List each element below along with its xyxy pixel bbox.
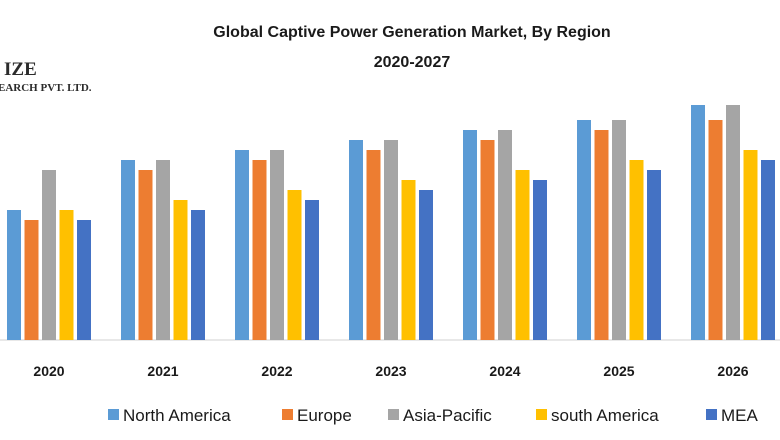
bar-2024-south-america: [515, 170, 530, 340]
bar-2026-europe: [708, 120, 723, 340]
legend-label-south-america: south America: [551, 406, 659, 425]
company-logo: IZE EARCH PVT. LTD.: [0, 59, 92, 94]
legend-swatch-north-america: [108, 409, 119, 420]
bar-2026-south-america: [743, 150, 758, 340]
bar-2025-south-america: [629, 160, 644, 340]
bar-2025-mea: [647, 170, 661, 340]
bar-2021-north-america: [121, 160, 135, 340]
bar-2025-europe: [594, 130, 609, 340]
bar-2022-europe: [252, 160, 267, 340]
bar-2023-europe: [366, 150, 381, 340]
logo-text-line1: IZE: [4, 59, 37, 80]
legend: North America Europe Asia-Pacific south Ame…: [108, 406, 759, 425]
x-tick-label: 2024: [489, 363, 520, 379]
bar-2025-north-america: [577, 120, 591, 340]
legend-label-north-america: North America: [123, 406, 231, 425]
x-tick-label: 2023: [375, 363, 406, 379]
bar-2022-south-america: [287, 190, 302, 340]
chart-title: Global Captive Power Generation Market, …: [213, 24, 610, 41]
bar-2023-south-america: [401, 180, 416, 340]
bar-2026-north-america: [691, 105, 705, 340]
chart-subtitle: 2020-2027: [374, 54, 451, 71]
bar-2020-europe: [24, 220, 39, 340]
bar-2026-mea: [761, 160, 775, 340]
bar-2021-south-america: [173, 200, 188, 340]
bar-2024-mea: [533, 180, 547, 340]
x-tick-label: 2022: [261, 363, 292, 379]
bar-2020-south-america: [59, 210, 74, 340]
bar-2026-asia-pacific: [726, 105, 740, 340]
legend-label-asia-pacific: Asia-Pacific: [403, 406, 492, 425]
x-tick-label: 2026: [717, 363, 748, 379]
bar-2022-mea: [305, 200, 319, 340]
bar-2022-north-america: [235, 150, 249, 340]
legend-swatch-europe: [282, 409, 293, 420]
legend-label-mea: MEA: [721, 406, 759, 425]
bars-group: [7, 105, 775, 340]
x-tick-label: 2020: [33, 363, 64, 379]
bar-2024-north-america: [463, 130, 477, 340]
bar-2025-asia-pacific: [612, 120, 626, 340]
bar-2023-mea: [419, 190, 433, 340]
legend-swatch-south-america: [536, 409, 547, 420]
bar-2024-asia-pacific: [498, 130, 512, 340]
x-tick-label: 2021: [147, 363, 178, 379]
bar-2024-europe: [480, 140, 495, 340]
x-tick-labels: 2020 2021 2022 2023 2024 2025 2026: [33, 363, 748, 379]
logo-text-line2: EARCH PVT. LTD.: [0, 82, 92, 94]
bar-2020-asia-pacific: [42, 170, 56, 340]
bar-2021-europe: [138, 170, 153, 340]
legend-swatch-mea: [706, 409, 717, 420]
x-tick-label: 2025: [603, 363, 634, 379]
legend-swatch-asia-pacific: [388, 409, 399, 420]
bar-2021-asia-pacific: [156, 160, 170, 340]
bar-2023-asia-pacific: [384, 140, 398, 340]
bar-2023-north-america: [349, 140, 363, 340]
bar-2020-north-america: [7, 210, 21, 340]
bar-2020-mea: [77, 220, 91, 340]
bar-2022-asia-pacific: [270, 150, 284, 340]
bar-2021-mea: [191, 210, 205, 340]
legend-label-europe: Europe: [297, 406, 352, 425]
